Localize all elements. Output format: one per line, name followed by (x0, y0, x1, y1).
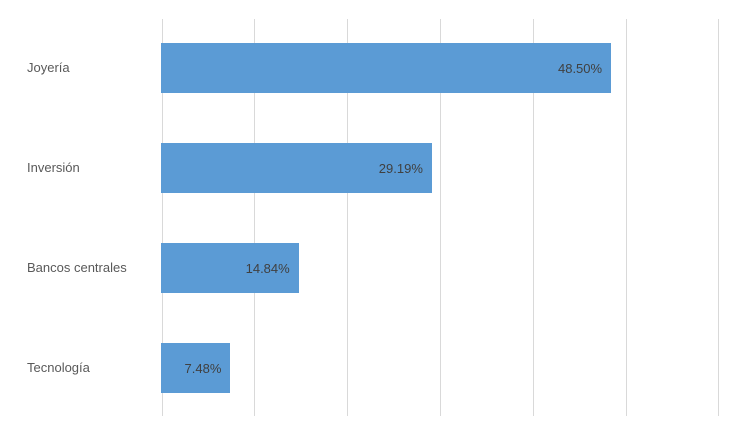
category-label: Inversión (27, 160, 80, 175)
bar-row: Bancos centrales 14.84% (0, 243, 754, 293)
gridline (161, 19, 163, 416)
category-label: Joyería (27, 60, 70, 75)
gridline (439, 19, 441, 416)
bar-row: Tecnología 7.48% (0, 343, 754, 393)
value-label: 48.50% (557, 60, 603, 76)
gridline (532, 19, 534, 416)
bar-row: Inversión 29.19% (0, 143, 754, 193)
gridline (254, 19, 256, 416)
bar: 7.48% (161, 343, 231, 393)
value-label: 14.84% (245, 260, 290, 276)
bar: 14.84% (161, 243, 299, 293)
gridline (718, 19, 720, 416)
value-label: 7.48% (184, 360, 222, 376)
gridline (347, 19, 349, 416)
value-label: 29.19% (378, 160, 423, 176)
category-label: Bancos centrales (27, 260, 127, 275)
bar: 48.50% (161, 43, 612, 93)
gridline (625, 19, 627, 416)
bar: 29.19% (161, 143, 432, 193)
bar-row: Joyería 48.50% (0, 43, 754, 93)
category-label: Tecnología (27, 360, 90, 375)
